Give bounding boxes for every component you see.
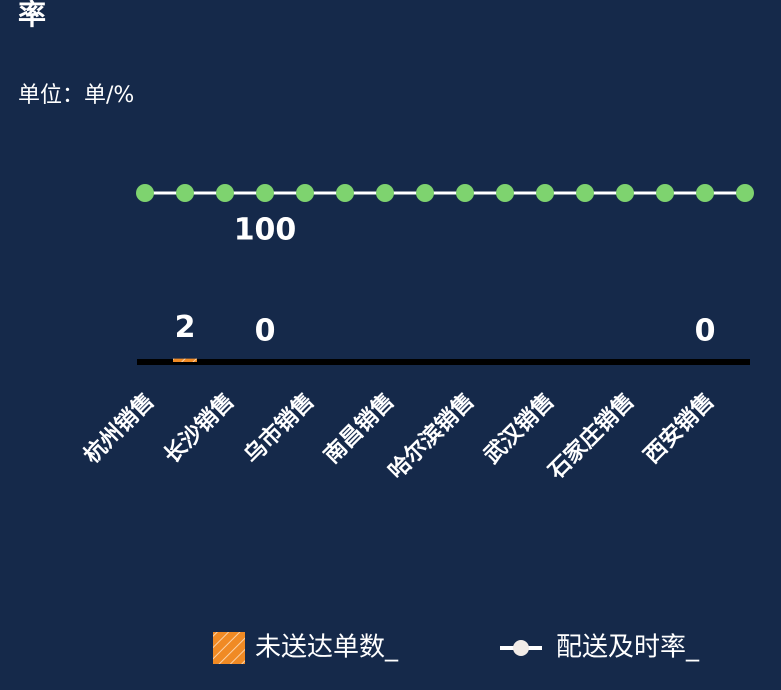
- bar-value-label: 0: [255, 314, 276, 349]
- legend-marker: [513, 640, 529, 656]
- line-point: [216, 184, 234, 202]
- chart-title: 率: [18, 0, 46, 31]
- legend-label: 配送及时率_: [556, 633, 700, 663]
- line-point: [496, 184, 514, 202]
- line-point: [536, 184, 554, 202]
- legend-swatch: [213, 632, 245, 664]
- line-value-label: 100: [234, 213, 297, 248]
- line-point: [296, 184, 314, 202]
- chart-subtitle: 单位：单/%: [18, 83, 134, 108]
- bar-value-label: 2: [175, 310, 196, 345]
- line-point: [336, 184, 354, 202]
- line-point: [616, 184, 634, 202]
- line-point: [416, 184, 434, 202]
- line-point: [656, 184, 674, 202]
- line-point: [736, 184, 754, 202]
- line-point: [376, 184, 394, 202]
- line-point: [136, 184, 154, 202]
- bar: [173, 358, 197, 362]
- line-point: [696, 184, 714, 202]
- legend-label: 未送达单数_: [255, 633, 399, 663]
- line-point: [576, 184, 594, 202]
- line-point: [176, 184, 194, 202]
- line-point: [256, 184, 274, 202]
- bar-value-label: 0: [695, 314, 716, 349]
- line-point: [456, 184, 474, 202]
